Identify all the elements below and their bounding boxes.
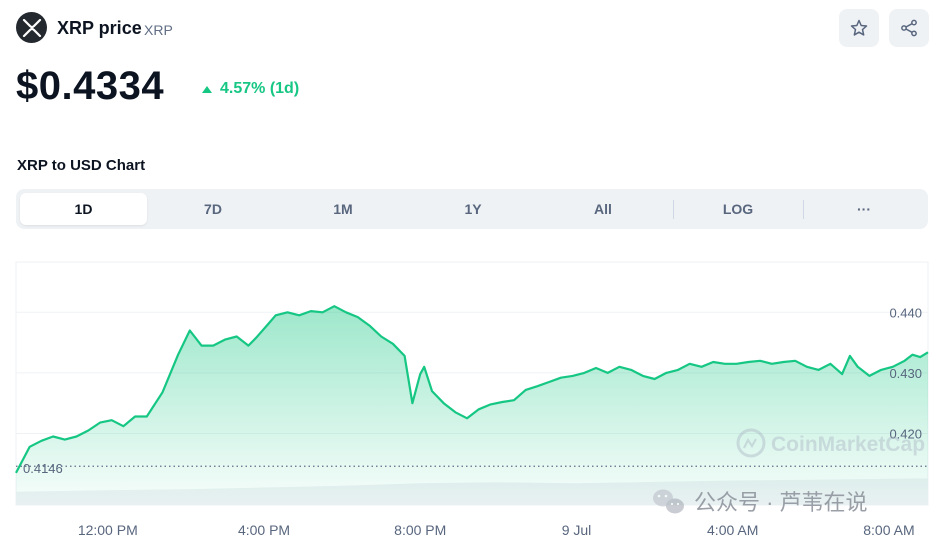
tab-divider	[803, 200, 804, 219]
tab-divider	[673, 200, 674, 219]
x-tick-label: 4:00 AM	[707, 522, 758, 538]
y-tick-label: 0.420	[889, 426, 922, 441]
share-button[interactable]	[889, 9, 929, 47]
price-change-value: 4.57% (1d)	[220, 80, 300, 97]
xrp-logo-icon	[16, 12, 47, 43]
star-icon	[850, 19, 868, 36]
wechat-caption-overlay: 公众号 · 芦苇在说	[653, 489, 868, 515]
tab-7d[interactable]: 7D	[204, 201, 222, 217]
open-price-label: 0.4146	[23, 461, 63, 476]
tab-all[interactable]: All	[594, 201, 612, 217]
coinmarketcap-watermark: CoinMarketCap	[736, 428, 925, 458]
y-tick-label: 0.430	[889, 366, 922, 381]
chart-range-tabs: 1D 7D 1M 1Y All LOG ···	[16, 189, 928, 229]
price-change: 4.57% (1d)	[202, 80, 299, 98]
watermark-text: CoinMarketCap	[771, 433, 925, 456]
x-tick-label: 9 Jul	[562, 522, 592, 538]
y-tick-label: 0.440	[889, 305, 922, 320]
x-tick-label: 8:00 AM	[863, 522, 914, 538]
price-line-series	[15, 305, 929, 474]
tab-1m[interactable]: 1M	[333, 201, 353, 217]
coinmarketcap-logo-icon	[736, 428, 766, 458]
share-icon	[901, 19, 917, 37]
x-tick-label: 12:00 PM	[78, 522, 138, 538]
x-tick-label: 4:00 PM	[238, 522, 290, 538]
coin-name: XRP price	[57, 18, 142, 38]
tab-log[interactable]: LOG	[722, 201, 754, 217]
caret-up-icon	[202, 85, 212, 93]
wechat-caption-text: 公众号 · 芦苇在说	[694, 490, 868, 515]
price-chart[interactable]: 0.4146 0.440 0.430 0.420 12:00 PM 4:00 PM 8:…	[0, 250, 938, 542]
tab-1y[interactable]: 1Y	[464, 201, 482, 217]
chart-title: XRP to USD Chart	[17, 157, 146, 174]
price-area-fill	[16, 306, 928, 505]
tab-more[interactable]: ···	[857, 201, 871, 217]
wechat-icon	[653, 489, 684, 514]
watchlist-star-button[interactable]	[839, 9, 879, 47]
x-tick-label: 8:00 PM	[394, 522, 446, 538]
current-price: $0.4334	[16, 64, 165, 108]
tab-1d[interactable]: 1D	[20, 193, 147, 225]
coin-symbol: XRP	[144, 22, 173, 38]
